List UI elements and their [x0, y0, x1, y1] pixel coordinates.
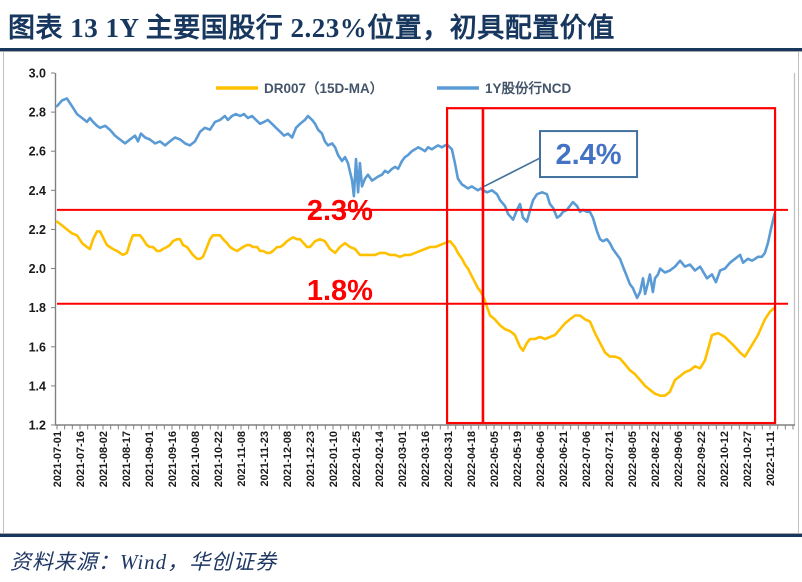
- x-axis-tick-label: 2022-10-27: [742, 431, 754, 487]
- x-axis-tick-label: 2022-09-22: [696, 431, 708, 487]
- x-axis-tick-label: 2022-05-19: [512, 431, 524, 487]
- x-axis-tick-label: 2022-01-10: [328, 431, 340, 487]
- x-axis-tick-label: 2022-09-06: [673, 431, 685, 487]
- x-axis-tick-label: 2022-03-31: [443, 431, 455, 487]
- ncd-series-line: [55, 97, 776, 300]
- bottom-rule-shadow: [0, 533, 802, 534]
- callout-box: [539, 130, 639, 179]
- y-axis-tick-label: 3.0: [29, 67, 46, 81]
- x-axis-tick-label: 2021-11-08: [236, 431, 248, 487]
- x-axis-tick-label: 2021-08-02: [98, 431, 110, 487]
- dr007-series-line: [55, 220, 776, 397]
- x-axis-tick-label: 2021-07-01: [52, 431, 64, 487]
- x-axis-tick-label: 2021-09-01: [144, 431, 156, 487]
- ref-line-label-0: 2.3%: [307, 195, 373, 227]
- x-axis-tick-label: 2021-11-23: [259, 431, 271, 487]
- y-axis-tick-label: 2.0: [29, 262, 46, 276]
- legend-label-0: DR007（15D-MA）: [264, 81, 383, 96]
- x-axis-tick-label: 2022-11-11: [765, 431, 777, 486]
- callout-label: 2.4%: [555, 139, 621, 171]
- x-axis-tick-label: 2021-12-23: [305, 431, 317, 487]
- chart-title: 图表 13 1Y 主要国股行 2.23%位置，初具配置价值: [8, 13, 615, 43]
- x-axis-tick-label: 2022-07-21: [604, 431, 616, 487]
- x-axis-tick-label: 2022-10-12: [719, 431, 731, 487]
- chart-frame: [3, 52, 799, 533]
- y-axis-tick-label: 1.2: [29, 419, 46, 433]
- x-axis-tick-label: 2021-10-08: [190, 431, 202, 487]
- x-axis-tick-label: 2021-10-22: [213, 431, 225, 487]
- bottom-rule: [0, 534, 802, 537]
- source-note: 资料来源：Wind，华创证券: [10, 550, 278, 574]
- x-axis-tick-label: 2022-03-01: [397, 431, 409, 487]
- x-axis-tick-label: 2021-12-08: [282, 431, 294, 487]
- y-axis-tick-label: 1.8: [29, 301, 46, 315]
- x-axis-tick-label: 2021-07-16: [75, 431, 87, 487]
- x-axis-tick-label: 2022-07-06: [581, 431, 593, 487]
- x-axis-tick-label: 2021-08-17: [121, 431, 133, 487]
- x-axis-tick-label: 2021-09-16: [167, 431, 179, 487]
- y-axis-tick-label: 2.6: [29, 145, 46, 159]
- y-axis-tick-label: 1.4: [29, 379, 46, 393]
- y-axis-tick-label: 1.6: [29, 340, 46, 354]
- y-axis-tick-label: 2.8: [29, 106, 46, 120]
- x-axis-tick-label: 2022-02-14: [374, 430, 386, 487]
- x-axis-tick-label: 2022-03-16: [420, 431, 432, 487]
- title-rule: [0, 48, 802, 51]
- x-axis-tick-label: 2022-06-06: [535, 431, 547, 487]
- title-rule-shadow: [0, 51, 802, 52]
- callout-leader-line: [483, 157, 541, 188]
- x-axis-tick-label: 2022-04-18: [466, 431, 478, 487]
- highlight-box: [445, 107, 777, 425]
- ref-line-label-1: 1.8%: [307, 275, 373, 307]
- x-axis-tick-label: 2022-06-21: [558, 431, 570, 487]
- legend-label-1: 1Y股份行NCD: [485, 80, 572, 96]
- x-axis-tick-label: 2022-01-25: [351, 431, 363, 487]
- x-axis-tick-label: 2022-08-05: [627, 431, 639, 487]
- y-axis-tick-label: 2.4: [29, 184, 46, 198]
- y-axis-tick-label: 2.2: [29, 223, 46, 237]
- x-axis-tick-label: 2022-08-22: [650, 431, 662, 487]
- x-axis-tick-label: 2022-05-05: [489, 431, 501, 487]
